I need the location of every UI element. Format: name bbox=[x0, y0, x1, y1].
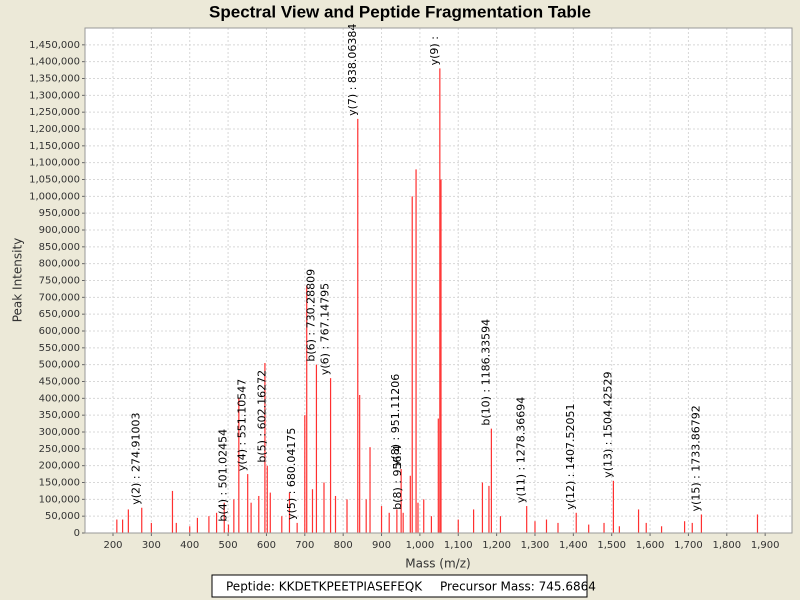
x-tick-label: 800 bbox=[334, 540, 353, 551]
x-tick-label: 1,300 bbox=[521, 540, 550, 551]
y-tick-label: 900,000 bbox=[39, 225, 80, 236]
y-tick-label: 700,000 bbox=[39, 292, 80, 303]
x-axis-label: Mass (m/z) bbox=[405, 557, 470, 571]
y-tick-label: 850,000 bbox=[39, 242, 80, 253]
y-tick-label: 1,450,000 bbox=[29, 40, 80, 51]
x-tick-label: 1,100 bbox=[444, 540, 473, 551]
plot-border bbox=[84, 27, 793, 534]
peak-annotation: b(10) : 1186.33594 bbox=[479, 319, 492, 426]
x-tick-label: 1,500 bbox=[597, 540, 626, 551]
x-tick-label: 200 bbox=[103, 540, 122, 551]
peak-annotation: y(7) : 838.06384 bbox=[346, 24, 359, 116]
y-tick-label: 0 bbox=[74, 528, 80, 539]
y-tick-label: 1,150,000 bbox=[29, 141, 80, 152]
y-tick-label: 50,000 bbox=[45, 511, 80, 522]
peptide-label: Peptide: KKDETKPEETPIASEFEQK bbox=[226, 580, 423, 594]
y-tick-label: 1,300,000 bbox=[29, 90, 80, 101]
peak-annotation: b(4) : 501.02454 bbox=[216, 429, 229, 522]
y-tick-label: 500,000 bbox=[39, 360, 80, 371]
annotations: y(2) : 274.91003 b(4) : 501.02454 y(4) : 5… bbox=[130, 24, 703, 522]
peak-annotation: b(5) : 602.16272 bbox=[255, 370, 268, 463]
peak-annotation: y(12) : 1407.52051 bbox=[564, 404, 577, 510]
x-tick-label: 500 bbox=[219, 540, 238, 551]
y-tick-label: 150,000 bbox=[39, 478, 80, 489]
y-tick-label: 450,000 bbox=[39, 377, 80, 388]
y-tick-label: 550,000 bbox=[39, 343, 80, 354]
y-tick-label: 1,250,000 bbox=[29, 107, 80, 118]
y-tick-label: 750,000 bbox=[39, 276, 80, 287]
y-tick-label: 600,000 bbox=[39, 326, 80, 337]
precursor-label: Precursor Mass: 745.6864 bbox=[440, 580, 596, 594]
y-axis-label: Peak Intensity bbox=[11, 238, 25, 323]
y-tick-label: 350,000 bbox=[39, 410, 80, 421]
peak-annotation: y(13) : 1504.42529 bbox=[601, 372, 614, 478]
peak-annotation: y(2) : 274.91003 bbox=[130, 412, 143, 504]
chart-title: Spectral View and Peptide Fragmentation … bbox=[209, 2, 591, 21]
x-tick-label: 700 bbox=[295, 540, 314, 551]
y-tick-label: 250,000 bbox=[39, 444, 80, 455]
x-tick-label: 1,700 bbox=[674, 540, 703, 551]
x-tick-label: 1,600 bbox=[636, 540, 665, 551]
peak-annotation: y(15) : 1733.86792 bbox=[689, 405, 702, 511]
y-tick-label: 1,350,000 bbox=[29, 74, 80, 85]
x-tick-label: 1,200 bbox=[482, 540, 511, 551]
x-tick-label: 600 bbox=[257, 540, 276, 551]
y-tick-label: 650,000 bbox=[39, 309, 80, 320]
x-tick-label: 300 bbox=[142, 540, 161, 551]
peak-annotation: y(11) : 1278.36694 bbox=[515, 397, 528, 503]
peak-annotation: y(5) : 680.04175 bbox=[285, 428, 298, 520]
y-tick-label: 1,050,000 bbox=[29, 175, 80, 186]
info-box bbox=[211, 574, 588, 598]
y-tick-label: 950,000 bbox=[39, 208, 80, 219]
y-tick-label: 1,400,000 bbox=[29, 57, 80, 68]
y-tick-label: 100,000 bbox=[39, 494, 80, 505]
peak-annotation: b(6) : 730.28809 bbox=[304, 269, 317, 362]
y-tick-label: 1,100,000 bbox=[29, 158, 80, 169]
y-tick-label: 1,000,000 bbox=[29, 191, 80, 202]
x-tick-label: 900 bbox=[372, 540, 391, 551]
y-tick-label: 1,200,000 bbox=[29, 124, 80, 135]
peak-annotation: y(8) : 951.11206 bbox=[389, 374, 402, 466]
x-tick-label: 1,800 bbox=[712, 540, 741, 551]
x-tick-label: 400 bbox=[180, 540, 199, 551]
x-tick-label: 1,400 bbox=[559, 540, 588, 551]
peak-annotation: b(8) : 956.4 bbox=[391, 445, 404, 510]
y-tick-label: 400,000 bbox=[39, 393, 80, 404]
y-tick-label: 300,000 bbox=[39, 427, 80, 438]
peaks bbox=[116, 68, 759, 533]
x-tick-label: 1,000 bbox=[406, 540, 435, 551]
x-tick-label: 1,900 bbox=[751, 540, 780, 551]
peak-annotation: y(6) : 767.14795 bbox=[319, 283, 332, 375]
y-tick-label: 800,000 bbox=[39, 259, 80, 270]
y-tick-label: 200,000 bbox=[39, 461, 80, 472]
peak-annotation: y(4) : 551.10547 bbox=[236, 379, 249, 471]
peak-annotation: y(9) : bbox=[428, 36, 441, 65]
